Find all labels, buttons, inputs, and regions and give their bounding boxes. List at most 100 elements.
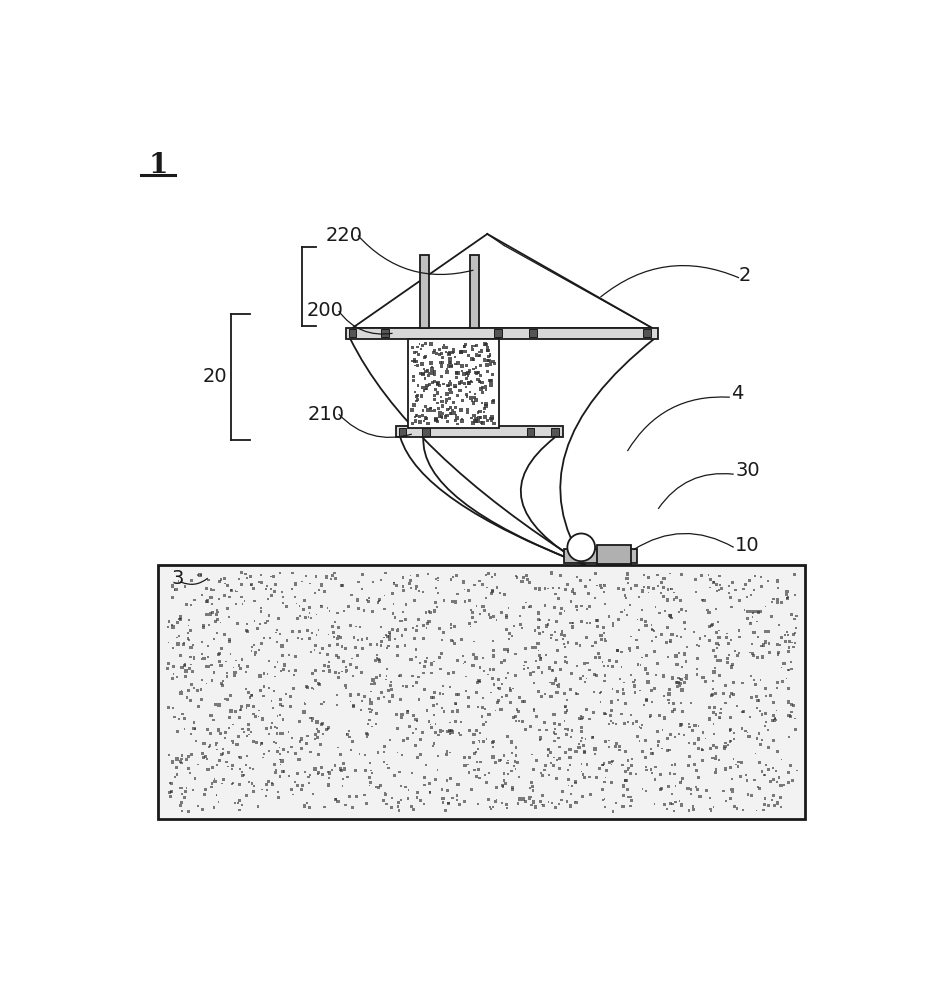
Point <box>443 406 458 422</box>
Point <box>757 767 772 783</box>
Point <box>182 639 197 655</box>
Point <box>623 798 638 814</box>
Point <box>614 706 629 722</box>
Point <box>411 612 426 628</box>
Point <box>418 410 433 426</box>
Point <box>295 602 310 618</box>
Point <box>406 801 421 817</box>
Point <box>743 668 758 684</box>
Point <box>235 596 250 612</box>
Point <box>645 745 660 761</box>
Point <box>719 629 734 645</box>
Point <box>295 777 309 793</box>
Point <box>519 594 534 610</box>
Point <box>359 796 374 812</box>
Point <box>275 698 290 714</box>
Point <box>723 734 738 750</box>
Point <box>580 702 595 718</box>
Point <box>321 721 336 737</box>
Point <box>181 803 196 819</box>
Point <box>417 769 432 785</box>
Point <box>271 610 286 626</box>
Point <box>396 678 410 694</box>
Point <box>307 642 322 658</box>
Point <box>766 591 781 607</box>
Point <box>209 735 223 751</box>
Point <box>260 666 275 682</box>
Point <box>396 569 410 585</box>
Point <box>755 649 770 665</box>
Point <box>313 645 328 661</box>
Point <box>428 595 443 611</box>
Point <box>770 591 785 607</box>
Point <box>409 712 424 728</box>
Point <box>686 624 701 640</box>
Point <box>191 798 206 814</box>
Point <box>718 761 733 777</box>
Point <box>217 691 232 707</box>
Point <box>295 574 309 590</box>
Point <box>572 637 587 653</box>
Point <box>439 361 454 377</box>
Point <box>724 632 739 648</box>
Point <box>727 643 742 659</box>
Point <box>456 574 471 590</box>
Point <box>394 792 409 808</box>
Point <box>184 597 199 613</box>
Point <box>702 790 717 806</box>
Point <box>750 614 765 630</box>
Point <box>261 773 276 789</box>
Point <box>442 355 457 371</box>
Point <box>627 672 642 688</box>
Point <box>294 782 309 798</box>
Point <box>448 695 463 711</box>
Point <box>508 708 523 724</box>
Point <box>443 385 458 401</box>
Point <box>579 670 594 686</box>
Point <box>726 674 741 690</box>
Point <box>456 338 471 354</box>
Point <box>436 723 451 739</box>
Point <box>500 800 515 816</box>
Point <box>380 757 395 773</box>
Point <box>459 387 474 403</box>
Point <box>351 592 366 608</box>
Point <box>379 668 394 684</box>
Point <box>398 597 413 613</box>
Point <box>687 735 702 751</box>
Point <box>302 605 317 621</box>
Point <box>597 774 612 790</box>
Point <box>784 704 798 720</box>
Point <box>461 375 476 391</box>
Point <box>464 374 479 390</box>
Point <box>320 600 335 616</box>
Point <box>275 753 290 769</box>
Point <box>455 648 470 664</box>
Point <box>321 627 336 643</box>
Point <box>677 674 692 690</box>
Point <box>709 625 724 641</box>
Point <box>544 627 559 643</box>
Point <box>388 631 403 647</box>
Point <box>563 757 578 773</box>
Point <box>479 337 494 353</box>
Point <box>537 762 552 778</box>
Point <box>334 762 349 778</box>
Text: 2: 2 <box>739 266 752 285</box>
Point <box>563 741 578 757</box>
Point <box>650 567 665 583</box>
Point <box>725 781 740 797</box>
Point <box>701 567 716 583</box>
Point <box>703 801 718 817</box>
Point <box>721 737 736 753</box>
Point <box>552 739 567 755</box>
Point <box>184 573 199 589</box>
Point <box>590 613 605 629</box>
Point <box>360 729 375 745</box>
Point <box>370 744 385 760</box>
Point <box>691 731 706 747</box>
Point <box>577 770 592 786</box>
Point <box>441 346 456 362</box>
Point <box>576 766 591 782</box>
Point <box>178 668 193 684</box>
